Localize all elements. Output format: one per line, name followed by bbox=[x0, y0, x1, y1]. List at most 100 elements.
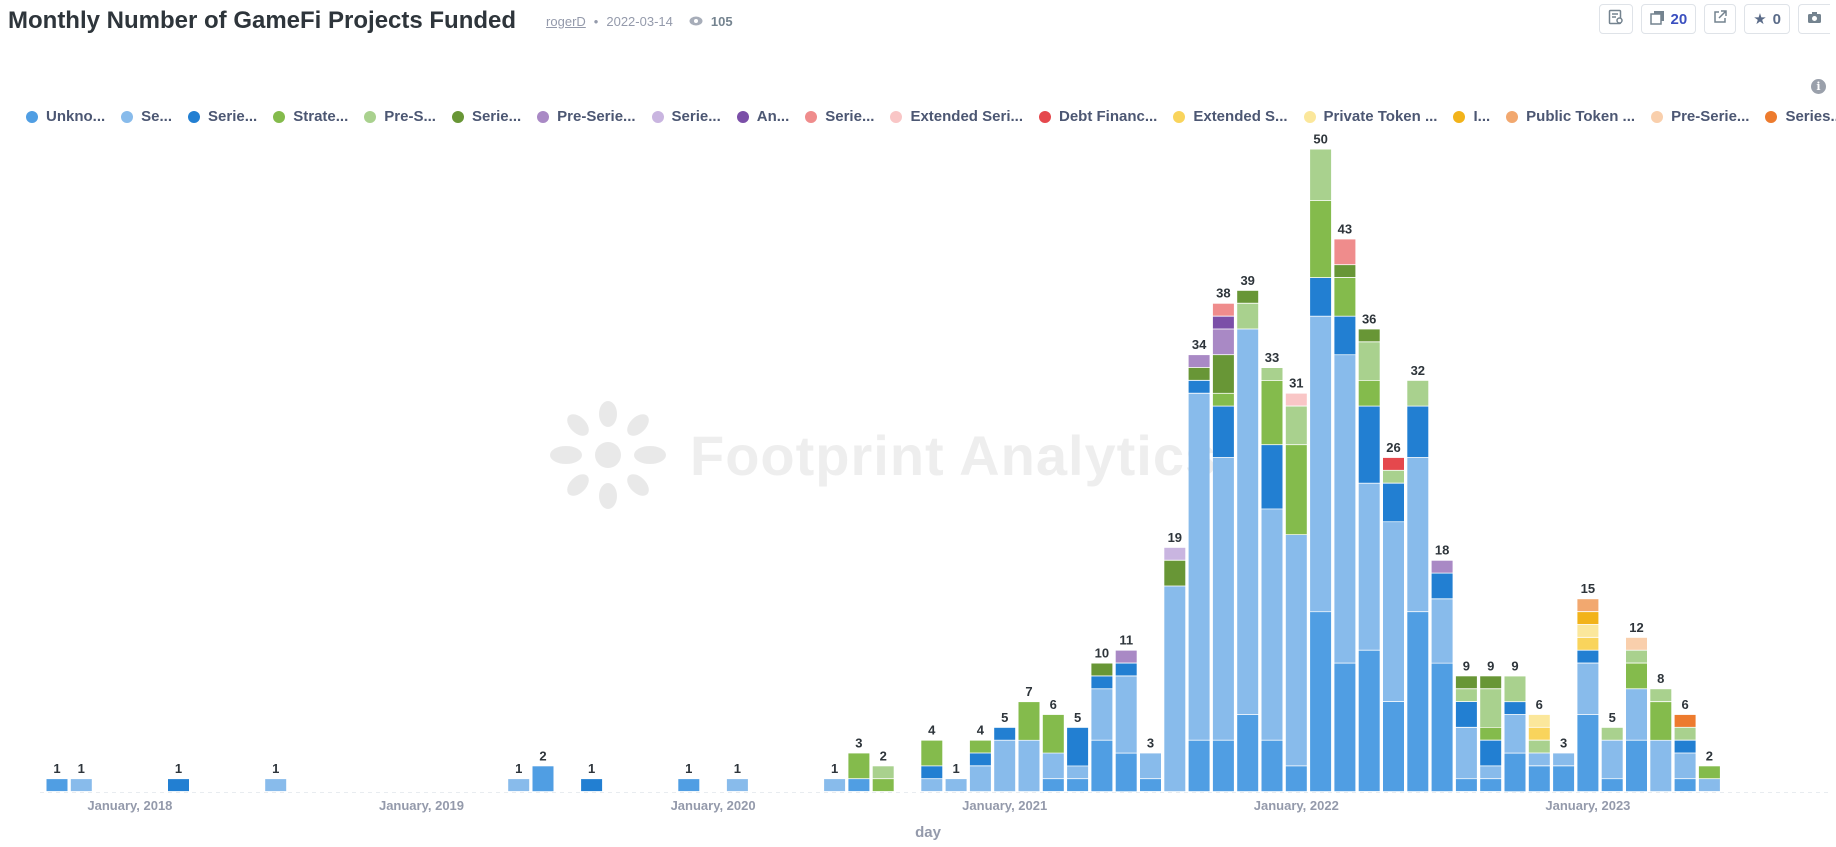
bar-segment[interactable] bbox=[1115, 650, 1137, 663]
bar-segment[interactable] bbox=[1383, 483, 1404, 522]
bar-segment[interactable] bbox=[1528, 740, 1550, 753]
bar-segment[interactable] bbox=[1650, 740, 1672, 792]
bar-segment[interactable] bbox=[1407, 380, 1429, 406]
bar-segment[interactable] bbox=[1091, 663, 1113, 676]
bar-segment[interactable] bbox=[1383, 470, 1404, 483]
duplicate-button[interactable]: 20 bbox=[1640, 4, 1697, 34]
bar-segment[interactable] bbox=[1261, 740, 1283, 792]
legend-item[interactable]: Unkno... bbox=[26, 108, 105, 125]
bar-segment[interactable] bbox=[1674, 753, 1696, 779]
bar-segment[interactable] bbox=[1285, 406, 1307, 445]
bar-segment[interactable] bbox=[1577, 599, 1599, 612]
bar-segment[interactable] bbox=[1577, 624, 1599, 637]
bar-segment[interactable] bbox=[1358, 650, 1380, 792]
legend-item[interactable]: Pre-S... bbox=[364, 108, 436, 125]
bar-segment[interactable] bbox=[1091, 689, 1113, 740]
bar-segment[interactable] bbox=[1455, 676, 1477, 689]
bar-segment[interactable] bbox=[1091, 676, 1113, 689]
legend-item[interactable]: Pre-Serie... bbox=[1651, 108, 1749, 125]
bar-segment[interactable] bbox=[1310, 316, 1332, 612]
bar-segment[interactable] bbox=[1455, 779, 1477, 792]
bar-segment[interactable] bbox=[1431, 560, 1453, 573]
legend-item[interactable]: I... bbox=[1453, 108, 1490, 125]
bar-segment[interactable] bbox=[824, 779, 846, 792]
bar-segment[interactable] bbox=[1042, 779, 1064, 792]
bar-segment[interactable] bbox=[1188, 393, 1210, 740]
bar-segment[interactable] bbox=[1455, 689, 1477, 702]
bar-segment[interactable] bbox=[1504, 714, 1526, 753]
favorite-button[interactable]: ★ 0 bbox=[1744, 4, 1790, 34]
bar-segment[interactable] bbox=[1455, 702, 1477, 727]
bar-segment[interactable] bbox=[945, 779, 967, 792]
bar-segment[interactable] bbox=[1164, 547, 1186, 560]
bar-segment[interactable] bbox=[726, 779, 748, 792]
bar-segment[interactable] bbox=[1188, 367, 1210, 380]
bar-segment[interactable] bbox=[1480, 766, 1502, 779]
bar-segment[interactable] bbox=[1528, 766, 1550, 792]
bar-segment[interactable] bbox=[1212, 406, 1234, 458]
bar-segment[interactable] bbox=[1285, 766, 1307, 792]
bar-segment[interactable] bbox=[1334, 265, 1356, 278]
bar-segment[interactable] bbox=[1480, 740, 1502, 766]
legend-item[interactable]: Serie... bbox=[805, 108, 874, 125]
bar-segment[interactable] bbox=[1285, 393, 1307, 406]
bar-segment[interactable] bbox=[1626, 689, 1647, 740]
bar-segment[interactable] bbox=[921, 740, 943, 766]
bar-segment[interactable] bbox=[1601, 779, 1623, 792]
bar-segment[interactable] bbox=[1480, 727, 1502, 740]
bar-segment[interactable] bbox=[1091, 740, 1113, 792]
legend-item[interactable]: Pre-Serie... bbox=[537, 108, 636, 125]
bar-segment[interactable] bbox=[1334, 316, 1356, 355]
bar-segment[interactable] bbox=[1383, 457, 1404, 470]
bar-segment[interactable] bbox=[1212, 303, 1234, 316]
bar-segment[interactable] bbox=[1577, 612, 1599, 625]
bar-segment[interactable] bbox=[1067, 779, 1089, 792]
bar-segment[interactable] bbox=[1310, 149, 1332, 201]
bar-segment[interactable] bbox=[1480, 689, 1502, 727]
bar-segment[interactable] bbox=[848, 753, 870, 779]
bar-segment[interactable] bbox=[1140, 753, 1161, 779]
bar-segment[interactable] bbox=[921, 766, 943, 779]
bar-segment[interactable] bbox=[1212, 740, 1234, 792]
bar-segment[interactable] bbox=[1480, 676, 1502, 689]
bar-segment[interactable] bbox=[1431, 663, 1453, 792]
bar-segment[interactable] bbox=[872, 766, 894, 779]
bar-segment[interactable] bbox=[1407, 406, 1429, 458]
view-sql-button[interactable] bbox=[1598, 4, 1633, 34]
author-link[interactable]: rogerD bbox=[546, 13, 586, 29]
bar-segment[interactable] bbox=[1188, 740, 1210, 792]
bar-segment[interactable] bbox=[1237, 329, 1259, 715]
bar-segment[interactable] bbox=[1455, 727, 1477, 779]
bar-segment[interactable] bbox=[1212, 355, 1234, 393]
bar-segment[interactable] bbox=[1674, 714, 1696, 727]
bar-segment[interactable] bbox=[848, 779, 870, 792]
bar-segment[interactable] bbox=[1601, 740, 1623, 779]
bar-segment[interactable] bbox=[1528, 727, 1550, 740]
bar-segment[interactable] bbox=[1431, 599, 1453, 663]
bar-segment[interactable] bbox=[1358, 380, 1380, 406]
bar-segment[interactable] bbox=[1407, 457, 1429, 612]
bar-segment[interactable] bbox=[1334, 239, 1356, 265]
bar-segment[interactable] bbox=[994, 727, 1016, 740]
bar-segment[interactable] bbox=[1674, 779, 1696, 792]
bar-segment[interactable] bbox=[1334, 278, 1356, 316]
bar-segment[interactable] bbox=[1261, 509, 1283, 740]
bar-segment[interactable] bbox=[1261, 445, 1283, 509]
bar-segment[interactable] bbox=[581, 779, 603, 792]
bar-segment[interactable] bbox=[1577, 637, 1599, 650]
bar-segment[interactable] bbox=[1212, 329, 1234, 355]
bar-segment[interactable] bbox=[532, 766, 554, 792]
bar-segment[interactable] bbox=[1164, 586, 1186, 792]
bar-segment[interactable] bbox=[1601, 727, 1623, 740]
bar-segment[interactable] bbox=[1018, 702, 1040, 740]
bar-segment[interactable] bbox=[1650, 689, 1672, 702]
bar-segment[interactable] bbox=[70, 779, 92, 792]
bar-segment[interactable] bbox=[1115, 753, 1137, 792]
bar-segment[interactable] bbox=[1285, 535, 1307, 766]
legend-item[interactable]: Serie... bbox=[451, 108, 521, 125]
bar-segment[interactable] bbox=[1698, 766, 1720, 779]
info-icon[interactable]: i bbox=[1811, 79, 1826, 94]
bar-segment[interactable] bbox=[1285, 445, 1307, 535]
bar-segment[interactable] bbox=[1237, 290, 1259, 303]
bar-segment[interactable] bbox=[921, 779, 943, 792]
